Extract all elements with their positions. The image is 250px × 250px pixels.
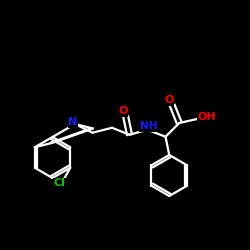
- Text: O: O: [164, 95, 174, 105]
- Text: O: O: [118, 106, 128, 116]
- Text: NH: NH: [140, 121, 158, 131]
- Text: Cl: Cl: [54, 178, 66, 188]
- Text: OH: OH: [198, 112, 216, 122]
- Text: N: N: [68, 117, 78, 127]
